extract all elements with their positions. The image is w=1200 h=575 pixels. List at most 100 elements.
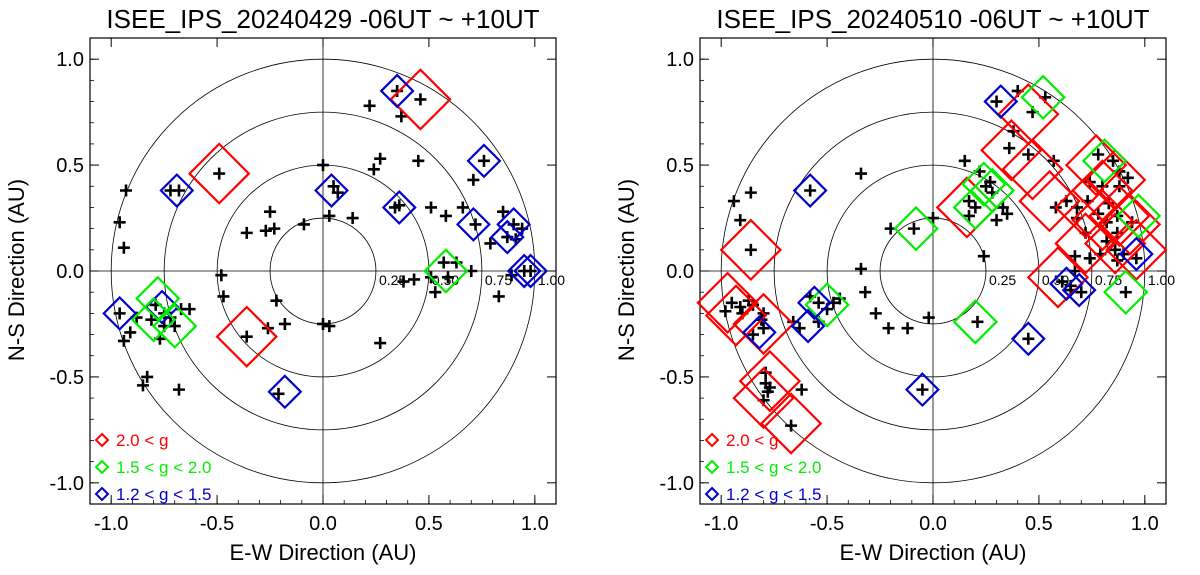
data-point-plus bbox=[971, 315, 984, 328]
data-point-plus bbox=[759, 366, 772, 379]
data-point-plus bbox=[213, 167, 226, 180]
data-point-plus bbox=[391, 84, 404, 97]
data-point-plus bbox=[323, 209, 336, 222]
x-tick-label: 0.0 bbox=[309, 513, 337, 535]
g-value-diamond bbox=[489, 219, 525, 255]
g-value-diamond bbox=[1010, 321, 1046, 357]
data-point-plus bbox=[317, 317, 329, 330]
chart-panel-20240510: ISEE_IPS_20240510 -06UT ~ +10UT E-W Dire… bbox=[614, 4, 1175, 565]
g-value-diamond bbox=[732, 366, 795, 430]
distance-circle bbox=[773, 111, 1093, 431]
data-point-plus bbox=[1111, 226, 1124, 239]
g-value-diamond bbox=[1054, 212, 1117, 275]
g-value-diamond bbox=[423, 248, 469, 294]
data-point-plus bbox=[397, 275, 410, 288]
data-point-plus bbox=[927, 212, 939, 225]
legend-diamond bbox=[94, 459, 110, 475]
data-point-plus bbox=[1003, 142, 1016, 155]
data-point-plus bbox=[297, 218, 310, 231]
data-point-plus bbox=[395, 110, 408, 123]
data-point-plus bbox=[725, 296, 738, 309]
legend-diamond bbox=[94, 432, 110, 448]
data-point-plus bbox=[963, 209, 976, 222]
x-tick-label: 1.0 bbox=[1131, 513, 1159, 535]
data-point-plus bbox=[757, 322, 770, 335]
circle-label: 0.25 bbox=[989, 272, 1016, 288]
data-point-plus bbox=[467, 173, 480, 186]
data-point-plus bbox=[389, 201, 402, 214]
g-value-diamond bbox=[215, 305, 278, 368]
chart-panel-20240429: ISEE_IPS_20240429 -06UT ~ +10UT E-W Dire… bbox=[4, 4, 565, 565]
data-point-plus bbox=[456, 201, 469, 214]
data-point-plus bbox=[492, 290, 505, 303]
data-point-plus bbox=[1092, 207, 1105, 220]
data-point-plus bbox=[744, 243, 757, 256]
data-point-plus bbox=[168, 320, 181, 333]
data-point-plus bbox=[963, 195, 976, 208]
y-tick-label: -0.5 bbox=[660, 367, 694, 389]
circle-label: 0.75 bbox=[1095, 272, 1122, 288]
data-point-plus bbox=[317, 159, 329, 172]
data-point-plus bbox=[437, 256, 450, 269]
legend-label: 1.5 < g < 2.0 bbox=[726, 458, 821, 477]
g-value-diamond bbox=[983, 84, 1019, 119]
g-value-diamond bbox=[267, 374, 303, 410]
data-point-plus bbox=[323, 320, 336, 333]
y-axis-label: N-S Direction (AU) bbox=[4, 179, 29, 361]
data-point-plus bbox=[414, 93, 427, 106]
data-point-plus bbox=[1075, 286, 1088, 299]
data-point-plus bbox=[744, 186, 757, 199]
data-point-plus bbox=[1119, 286, 1132, 299]
data-point-plus bbox=[469, 218, 482, 231]
distance-circle bbox=[826, 164, 1040, 378]
g-value-diamond bbox=[496, 206, 532, 242]
legend-label: 1.2 < g < 1.5 bbox=[116, 485, 211, 504]
data-point-plus bbox=[136, 379, 149, 392]
circle-label: 1.00 bbox=[538, 272, 565, 288]
data-point-plus bbox=[113, 307, 126, 320]
data-point-plus bbox=[164, 184, 177, 197]
data-point-plus bbox=[264, 205, 277, 218]
data-point-plus bbox=[1083, 252, 1096, 265]
g-value-diamond bbox=[1103, 269, 1149, 315]
g-value-diamond bbox=[1064, 133, 1128, 197]
data-point-plus bbox=[969, 201, 982, 214]
data-point-plus bbox=[117, 334, 130, 347]
g-value-diamond bbox=[1001, 138, 1064, 201]
g-value-diamond bbox=[1088, 184, 1151, 248]
y-tick-label: 1.0 bbox=[666, 49, 694, 71]
data-point-plus bbox=[761, 385, 774, 398]
g-value-diamond bbox=[314, 173, 349, 208]
x-tick-label: -0.5 bbox=[200, 513, 234, 535]
circle-label: 0.50 bbox=[432, 272, 459, 288]
x-axis-label: E-W Direction (AU) bbox=[229, 540, 416, 565]
g-value-diamond bbox=[1020, 74, 1066, 121]
g-value-diamond bbox=[704, 284, 768, 347]
data-point-plus bbox=[374, 337, 387, 350]
x-tick-label: -0.5 bbox=[810, 513, 844, 535]
data-point-plus bbox=[331, 186, 344, 199]
g-value-diamond bbox=[466, 143, 502, 179]
y-tick-label: -0.5 bbox=[50, 367, 84, 389]
data-point-plus bbox=[1107, 154, 1120, 167]
data-point-plus bbox=[497, 205, 510, 218]
g-value-diamond bbox=[102, 295, 138, 331]
data-point-plus bbox=[869, 307, 882, 320]
data-point-plus bbox=[859, 286, 872, 299]
y-tick-label: 0.0 bbox=[666, 261, 694, 283]
data-point-plus bbox=[278, 317, 291, 330]
data-point-plus bbox=[441, 271, 454, 284]
data-point-plus bbox=[990, 214, 1003, 227]
data-point-plus bbox=[259, 224, 272, 237]
data-point-plus bbox=[1056, 275, 1069, 288]
g-value-diamond bbox=[741, 314, 777, 350]
data-point-plus bbox=[1022, 148, 1035, 161]
legend-label: 2.0 < g bbox=[116, 431, 168, 450]
x-tick-label: -1.0 bbox=[94, 513, 128, 535]
data-point-plus bbox=[882, 322, 895, 335]
data-point-plus bbox=[439, 209, 452, 222]
g-value-diamond bbox=[732, 292, 795, 356]
x-tick-label: 0.5 bbox=[1025, 513, 1053, 535]
x-tick-label: 1.0 bbox=[521, 513, 549, 535]
